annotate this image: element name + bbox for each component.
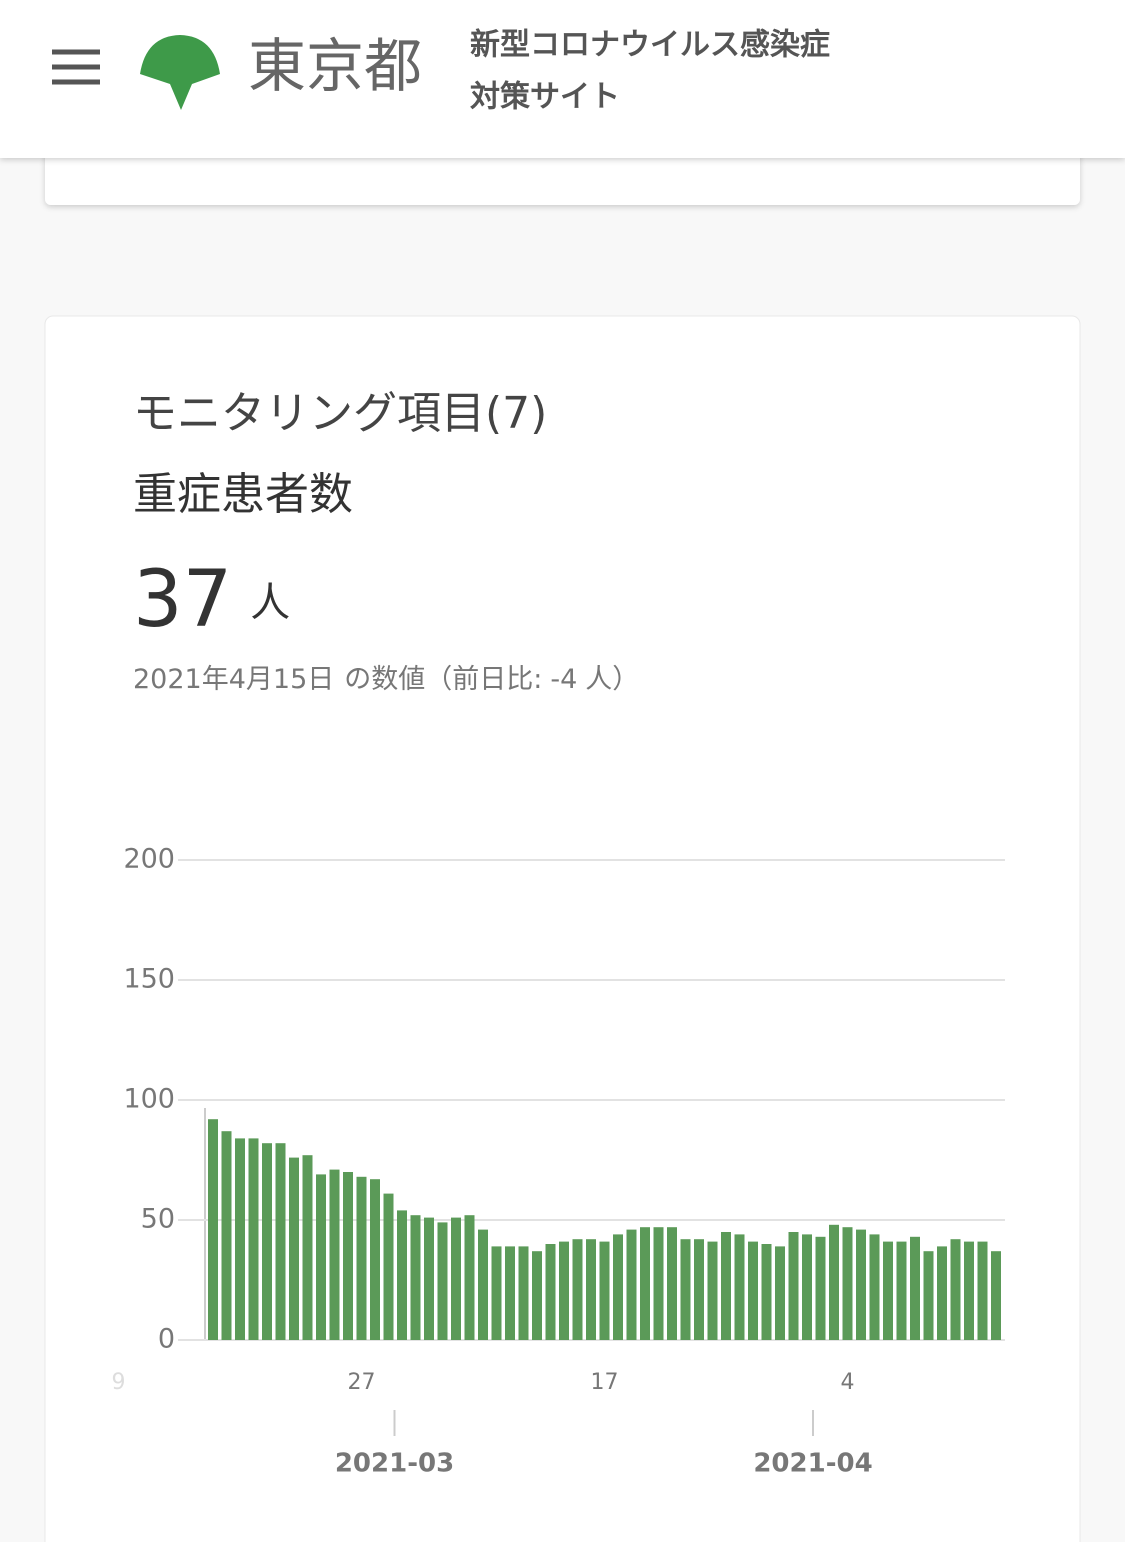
x-tick-label: 9 xyxy=(112,1370,126,1395)
bar xyxy=(491,1246,502,1340)
bar xyxy=(518,1246,529,1340)
bar xyxy=(302,1155,313,1340)
month-label: 2021-03 xyxy=(335,1449,454,1479)
bar xyxy=(208,1119,218,1340)
card-title: モニタリング項目(7) xyxy=(133,388,547,439)
bar xyxy=(599,1241,610,1340)
bar xyxy=(761,1244,772,1340)
bar xyxy=(802,1234,812,1340)
bar xyxy=(977,1241,988,1340)
bar xyxy=(613,1234,623,1340)
bar xyxy=(667,1227,677,1340)
y-tick-label: 150 xyxy=(123,964,175,995)
menu-button[interactable] xyxy=(52,49,100,85)
value: 37 xyxy=(133,555,232,645)
bar xyxy=(451,1217,461,1340)
bar xyxy=(991,1251,1001,1340)
site-title: 対策サイト xyxy=(470,80,620,115)
bar xyxy=(626,1229,637,1340)
y-tick-label: 50 xyxy=(141,1204,175,1235)
big-value: 37 人 xyxy=(133,555,290,645)
bar xyxy=(721,1232,731,1340)
bar xyxy=(289,1157,299,1340)
bar xyxy=(572,1239,583,1340)
bar xyxy=(383,1193,394,1340)
bar xyxy=(883,1241,893,1340)
month-label: 2021-04 xyxy=(753,1449,872,1479)
bar xyxy=(937,1246,947,1340)
x-tick-label: 4 xyxy=(841,1370,855,1395)
y-tick-label: 200 xyxy=(123,844,175,875)
bar xyxy=(397,1210,407,1340)
bar xyxy=(815,1236,826,1340)
bar xyxy=(856,1229,866,1340)
bar xyxy=(329,1169,340,1340)
note-suffix: 人） xyxy=(585,664,639,695)
bar xyxy=(424,1217,434,1340)
bar xyxy=(653,1227,664,1340)
bar xyxy=(248,1138,259,1340)
bar xyxy=(464,1215,475,1340)
bar xyxy=(734,1234,745,1340)
bar xyxy=(788,1232,799,1340)
bar xyxy=(910,1236,920,1340)
bar xyxy=(316,1174,326,1340)
bar xyxy=(694,1239,704,1340)
bar xyxy=(775,1246,785,1340)
bar xyxy=(235,1138,245,1340)
bar xyxy=(437,1222,448,1340)
bar xyxy=(640,1227,650,1340)
bar xyxy=(896,1241,907,1340)
bar xyxy=(410,1215,421,1340)
bar xyxy=(586,1239,596,1340)
bar xyxy=(221,1131,232,1340)
date: 2021年4月15日 xyxy=(133,664,334,695)
bar xyxy=(964,1241,974,1340)
bar xyxy=(842,1227,853,1340)
bar xyxy=(370,1179,380,1340)
bar xyxy=(829,1224,839,1340)
bar xyxy=(545,1244,556,1340)
bar xyxy=(356,1176,367,1340)
bar xyxy=(275,1143,286,1340)
unit: 人 xyxy=(250,580,290,626)
bar xyxy=(680,1239,691,1340)
x-tick-label: 17 xyxy=(591,1370,619,1395)
y-tick-label: 100 xyxy=(123,1084,175,1115)
bar xyxy=(478,1229,488,1340)
bar xyxy=(748,1241,758,1340)
bar xyxy=(923,1251,934,1340)
y-tick-label: 0 xyxy=(158,1324,175,1355)
logo xyxy=(140,35,220,110)
bar xyxy=(343,1172,353,1340)
site-title: 新型コロナウイルス感染症 xyxy=(470,28,830,63)
note-prefix: の数値（前日比: xyxy=(344,664,542,695)
city-name: 東京都 xyxy=(248,32,422,100)
value-note: 2021年4月15日 の数値（前日比: -4 人） xyxy=(133,664,639,695)
bar xyxy=(950,1239,961,1340)
x-tick-label: 27 xyxy=(348,1370,376,1395)
bar xyxy=(532,1251,542,1340)
bar xyxy=(707,1241,718,1340)
bar xyxy=(869,1234,880,1340)
card-subtitle: 重症患者数 xyxy=(133,469,353,520)
bar xyxy=(262,1143,272,1340)
bar xyxy=(559,1241,569,1340)
change: -4 xyxy=(550,664,577,695)
bar xyxy=(505,1246,515,1340)
